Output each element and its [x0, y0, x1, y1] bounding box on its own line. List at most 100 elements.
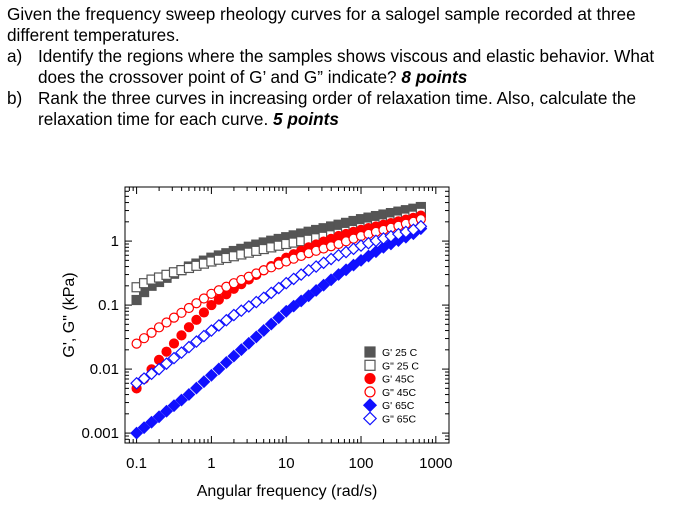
data-point [264, 286, 278, 300]
data-point [257, 324, 271, 337]
y-axis-label: G', G" (kPa) [61, 272, 78, 357]
data-point [191, 314, 202, 325]
data-point [130, 426, 144, 440]
data-point [168, 338, 180, 349]
data-point [347, 258, 360, 272]
data-point [161, 317, 172, 328]
part-label: b) [7, 88, 23, 108]
data-point [131, 294, 142, 306]
data-point [161, 346, 172, 357]
legend-label: G" 65C [382, 414, 416, 426]
data-point [219, 313, 233, 327]
legend-marker [364, 373, 376, 385]
data-point [317, 278, 331, 292]
x-tick-label: 10 [278, 455, 295, 472]
data-point [272, 281, 286, 295]
data-point [160, 404, 173, 418]
question-part-a: a) Identify the regions where the sample… [7, 46, 691, 88]
tick-labels: 0.1 1 10 100 1000 0.001 0.01 0.1 1 [81, 233, 452, 472]
data-point [175, 393, 188, 407]
data-point [302, 289, 316, 303]
y-tick-label: 0.1 [98, 297, 119, 314]
x-tick-label: 1000 [419, 455, 452, 472]
data-point [324, 273, 338, 287]
data-point [249, 330, 263, 344]
data-point [191, 298, 202, 309]
legend-marker [364, 359, 376, 371]
data-point [212, 318, 226, 332]
x-axis-label: Angular frequency (rad/s) [197, 483, 378, 500]
data-point [198, 293, 210, 304]
data-point [153, 322, 165, 333]
data-point [332, 268, 346, 281]
data-point [198, 307, 210, 318]
data-point [309, 284, 323, 297]
data-point [182, 388, 196, 401]
data-point [279, 304, 293, 318]
question-part-b: b) Rank the three curves in increasing o… [7, 88, 691, 130]
data-point [137, 421, 151, 435]
data-point [197, 375, 211, 389]
data-point [167, 351, 181, 365]
data-point [219, 356, 233, 369]
data-point [212, 362, 226, 376]
legend-label: G' 45C [382, 374, 415, 386]
data-point [131, 338, 142, 349]
legend-label: G' 65C [382, 400, 415, 412]
data-point [152, 410, 166, 424]
data-point [145, 415, 158, 429]
legend-label: G" 45C [382, 387, 416, 399]
data-point [204, 368, 218, 382]
y-tick-label: 0.001 [81, 425, 119, 442]
legend-marker [362, 398, 378, 413]
data-point [168, 312, 180, 323]
axis-ticks [124, 186, 449, 444]
y-tick-label: 1 [111, 233, 119, 250]
data-point [183, 302, 195, 314]
data-point [190, 381, 203, 395]
data-point [242, 336, 256, 350]
data-point [152, 362, 166, 376]
x-tick-label: 100 [349, 455, 374, 472]
data-point [272, 311, 286, 325]
part-text: Identify the regions where the samples s… [38, 46, 691, 88]
data-point [197, 329, 211, 343]
data-point [206, 299, 217, 311]
data-point [175, 346, 188, 360]
y-tick-label: 0.01 [90, 361, 119, 378]
data-point [167, 399, 181, 413]
data-point [137, 372, 151, 385]
data-point [264, 317, 278, 331]
part-points: 8 points [401, 67, 468, 87]
data-markers [130, 201, 428, 440]
data-point [190, 335, 203, 349]
data-point [287, 299, 301, 313]
data-point [176, 307, 187, 318]
part-label: a) [7, 46, 23, 66]
data-point [339, 263, 353, 277]
legend-label: G' 25 C [382, 347, 418, 359]
part-text: Rank the three curves in increasing orde… [38, 88, 691, 130]
data-point [160, 357, 173, 371]
legend-marker [362, 411, 378, 426]
question-intro: Given the frequency sweep rheology curve… [7, 4, 636, 45]
x-tick-label: 1 [207, 455, 215, 472]
data-point [414, 219, 428, 233]
data-point [227, 349, 241, 363]
legend-marker [364, 386, 376, 398]
part-points: 5 points [273, 109, 339, 129]
data-point [138, 333, 150, 344]
data-point [145, 367, 158, 381]
data-point [182, 340, 196, 354]
part-question: Rank the three curves in increasing orde… [38, 88, 637, 129]
data-point [183, 322, 195, 333]
question-block: Given the frequency sweep rheology curve… [7, 4, 691, 130]
data-point [130, 376, 144, 390]
legend-marker [364, 346, 376, 358]
data-point [234, 343, 248, 357]
data-point [146, 327, 157, 338]
x-tick-label: 0.1 [126, 455, 147, 472]
data-point [257, 291, 271, 305]
